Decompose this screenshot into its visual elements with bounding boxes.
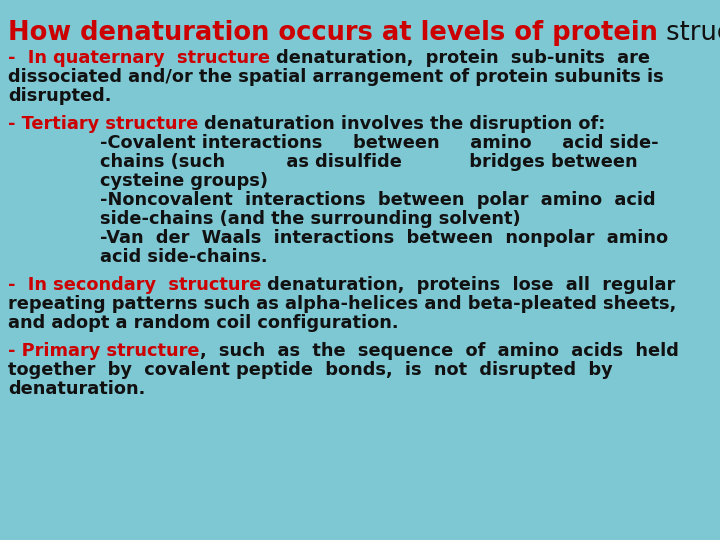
Text: -  In quaternary  structure: - In quaternary structure: [8, 49, 270, 67]
Text: -Noncovalent  interactions  between  polar  amino  acid: -Noncovalent interactions between polar …: [100, 191, 656, 209]
Text: disrupted.: disrupted.: [8, 87, 112, 105]
Text: -  In secondary  structure: - In secondary structure: [8, 276, 261, 294]
Text: denaturation,  protein  sub-units  are: denaturation, protein sub-units are: [270, 49, 650, 67]
Text: dissociated and/or the spatial arrangement of protein subunits is: dissociated and/or the spatial arrangeme…: [8, 68, 664, 86]
Text: cysteine groups): cysteine groups): [100, 172, 268, 190]
Text: denaturation,  proteins  lose  all  regular: denaturation, proteins lose all regular: [261, 276, 675, 294]
Text: chains (such          as disulfide           bridges between: chains (such as disulfide bridges betwee…: [100, 153, 638, 171]
Text: - Primary structure: - Primary structure: [8, 342, 199, 360]
Text: and adopt a random coil configuration.: and adopt a random coil configuration.: [8, 314, 398, 332]
Text: acid side-chains.: acid side-chains.: [100, 248, 268, 266]
Text: -Van  der  Waals  interactions  between  nonpolar  amino: -Van der Waals interactions between nonp…: [100, 229, 668, 247]
Text: How denaturation occurs at levels of protein: How denaturation occurs at levels of pro…: [8, 20, 658, 46]
Text: ,  such  as  the  sequence  of  amino  acids  held: , such as the sequence of amino acids he…: [199, 342, 678, 360]
Text: together  by  covalent peptide  bonds,  is  not  disrupted  by: together by covalent peptide bonds, is n…: [8, 361, 613, 379]
Text: repeating patterns such as alpha-helices and beta-pleated sheets,: repeating patterns such as alpha-helices…: [8, 295, 676, 313]
Text: denaturation.: denaturation.: [8, 380, 145, 398]
Text: structure: structure: [658, 20, 720, 46]
Text: -Covalent interactions     between     amino     acid side-: -Covalent interactions between amino aci…: [100, 134, 659, 152]
Text: - Tertiary structure: - Tertiary structure: [8, 115, 199, 133]
Text: denaturation involves the disruption of:: denaturation involves the disruption of:: [199, 115, 606, 133]
Text: side-chains (and the surrounding solvent): side-chains (and the surrounding solvent…: [100, 210, 521, 228]
